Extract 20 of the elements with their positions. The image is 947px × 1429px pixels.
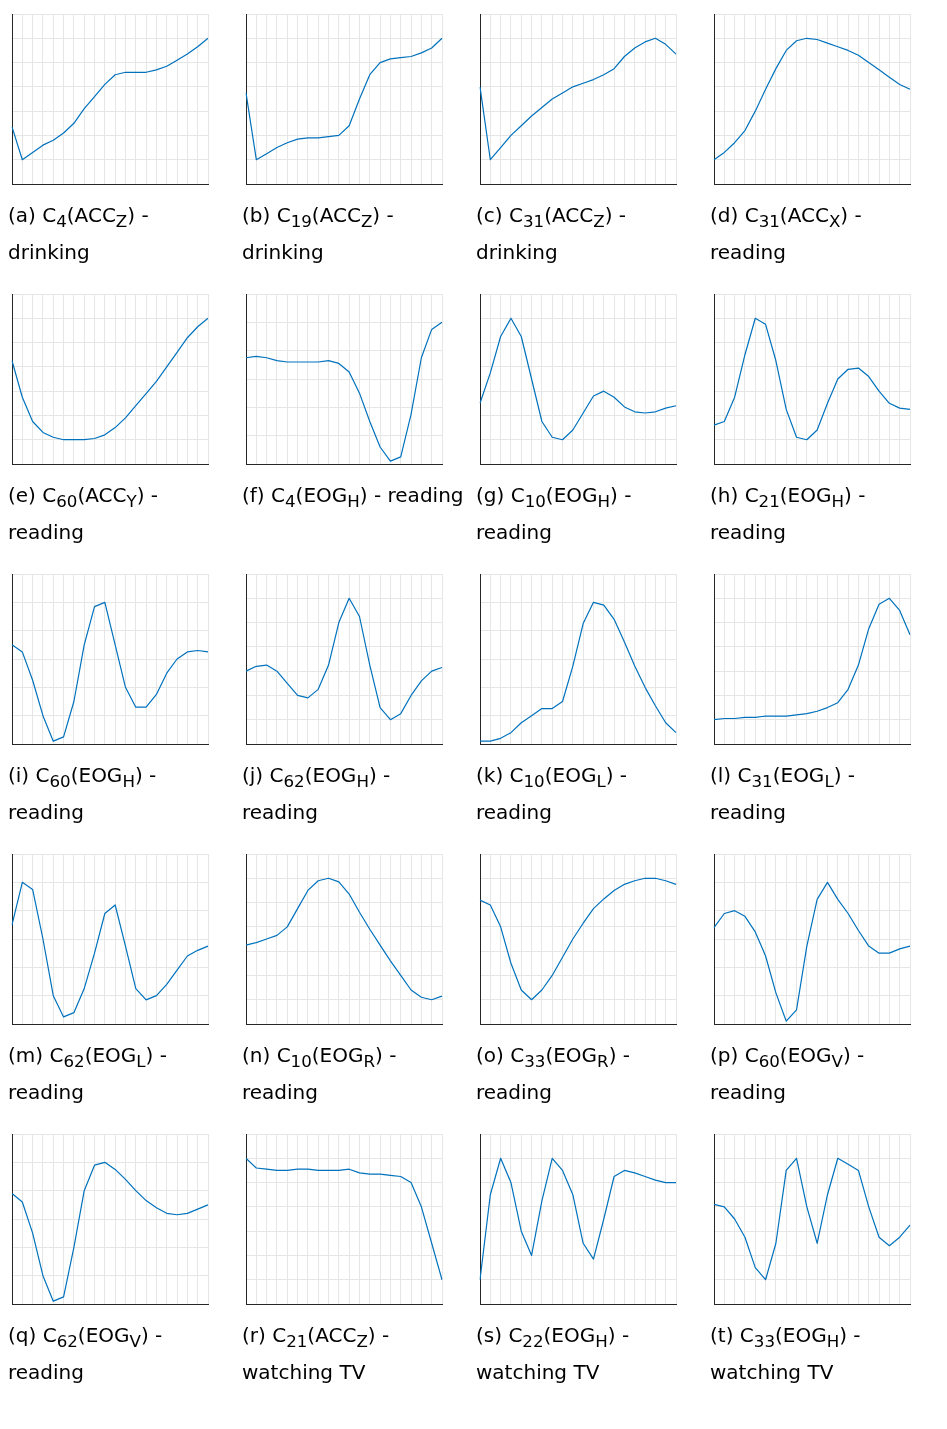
chart-title: (c) C$_{31}$(ACC$_{Z}$) - drinking [476,203,627,264]
text: (f) C$_{4}$(EOG$_{H}$) - reading [242,482,464,513]
chart-title: (j) C$_{62}$(EOG$_{H}$) - reading [242,763,391,824]
chart-title: (q) C$_{62}$(EOG$_{V}$) - reading [8,1323,163,1384]
chart-title: (h) C$_{21}$(EOG$_{H}$) - reading [710,483,866,544]
chart-title: (g) C$_{10}$(EOG$_{H}$) - reading [476,483,632,544]
chart-title: (a) C$_{4}$(ACC$_{Z}$) - drinking [8,203,149,264]
chart-title: (n) C$_{10}$(EOG$_{R}$) - reading [242,1043,397,1104]
chart-title: (i) C$_{60}$(EOG$_{H}$) - reading [8,763,157,824]
chart-title: (d) C$_{31}$(ACC$_{X}$) - reading [710,203,862,264]
chart-title: (o) C$_{33}$(EOG$_{R}$) - reading [476,1043,631,1104]
chart-title: (e) C$_{60}$(ACC$_{Y}$) - reading [8,483,159,544]
chart-title: (b) C$_{19}$(ACC$_{Z}$) - drinking [242,203,394,264]
text: (s) C$_{22}$(EOG$_{H}$) - watching TV [476,1322,631,1386]
text: (t) C$_{33}$(EOG$_{H}$) - watching TV [710,1322,862,1386]
chart-title: (k) C$_{10}$(EOG$_{L}$) - reading [476,763,628,824]
chart-title: (p) C$_{60}$(EOG$_{V}$) - reading [710,1043,865,1104]
chart-title: (l) C$_{31}$(EOG$_{L}$) - reading [710,763,856,824]
text: (r) C$_{21}$(ACC$_{Z}$) - watching TV [242,1322,391,1386]
chart-title: (m) C$_{62}$(EOG$_{L}$) - reading [8,1043,167,1104]
